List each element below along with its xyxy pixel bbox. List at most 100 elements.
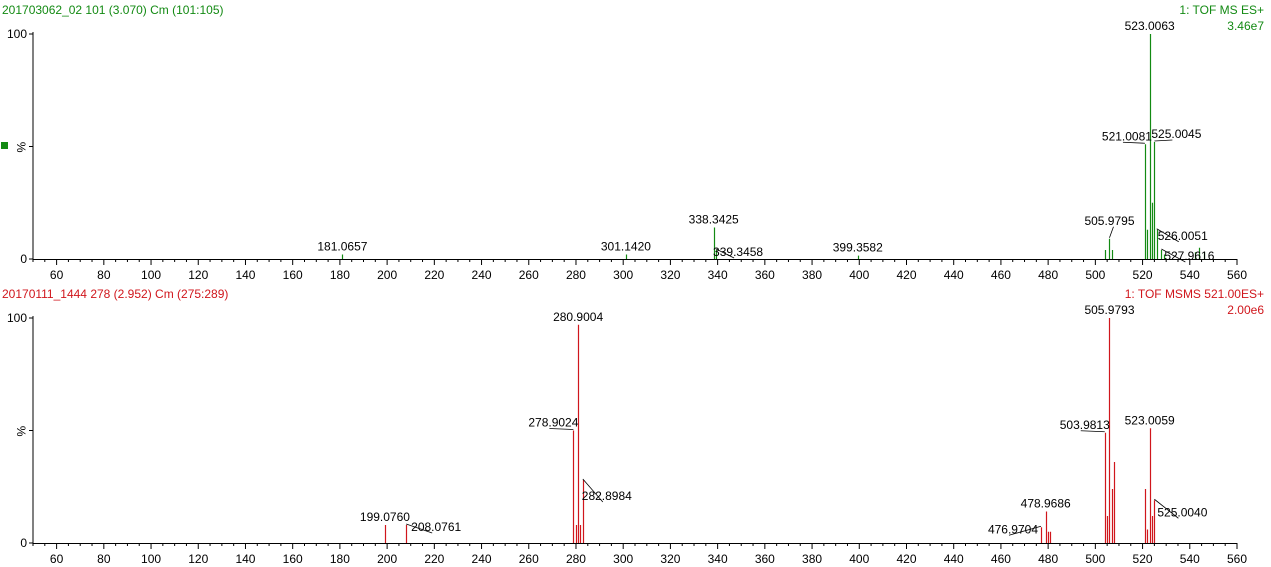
peak-label: 278.9024 bbox=[528, 416, 578, 430]
x-tick-label: 80 bbox=[97, 552, 111, 566]
x-tick-label: 60 bbox=[50, 552, 64, 566]
scan-function-label: 1: TOF MS ES+ bbox=[1179, 3, 1264, 17]
peak-label-leader bbox=[1156, 228, 1179, 243]
x-tick-label: 540 bbox=[1180, 552, 1200, 566]
x-tick-label: 200 bbox=[377, 268, 397, 282]
peak-label: 505.9795 bbox=[1084, 214, 1134, 228]
spectrum-plot-top: 0% 100 60 80 100 120 140 160 180 200 220 240 260 280 3… bbox=[7, 19, 1247, 282]
peak-label-leader bbox=[1154, 498, 1179, 519]
peak-label: 503.9813 bbox=[1060, 418, 1110, 432]
x-tick-label: 300 bbox=[613, 552, 633, 566]
peak-label: 525.0045 bbox=[1151, 127, 1201, 141]
peak-label: 527.9616 bbox=[1164, 249, 1214, 263]
y-tick-label: 0 bbox=[20, 252, 27, 266]
x-tick-label: 260 bbox=[519, 552, 539, 566]
x-tick-label: 100 bbox=[141, 552, 161, 566]
peak-label-leader bbox=[1109, 226, 1114, 238]
x-tick-label: 360 bbox=[755, 268, 775, 282]
x-tick-label: 280 bbox=[566, 268, 586, 282]
max-intensity-label: 3.46e7 bbox=[1227, 19, 1264, 33]
x-tick-label: 420 bbox=[896, 552, 916, 566]
peak-label: 399.3582 bbox=[833, 241, 883, 255]
peak-label: 523.0063 bbox=[1125, 19, 1175, 33]
peak-label: 282.8984 bbox=[582, 489, 632, 503]
peak-label: 521.0081 bbox=[1102, 129, 1152, 143]
peak-label: 181.0657 bbox=[317, 240, 367, 254]
peak-label: 526.0051 bbox=[1158, 229, 1208, 243]
x-tick-label: 560 bbox=[1227, 552, 1247, 566]
x-tick-label: 120 bbox=[188, 552, 208, 566]
x-tick-label: 480 bbox=[1038, 552, 1058, 566]
x-tick-label: 300 bbox=[613, 268, 633, 282]
x-tick-label: 160 bbox=[283, 268, 303, 282]
x-tick-label: 240 bbox=[472, 552, 492, 566]
x-tick-label: 120 bbox=[188, 268, 208, 282]
x-tick-label: 440 bbox=[944, 552, 964, 566]
peak-label-leader bbox=[549, 428, 574, 430]
x-tick-label: 400 bbox=[849, 552, 869, 566]
x-tick-label: 460 bbox=[991, 268, 1011, 282]
x-tick-label: 280 bbox=[566, 552, 586, 566]
x-tick-label: 160 bbox=[283, 552, 303, 566]
peak-label: 525.0040 bbox=[1157, 505, 1207, 519]
x-tick-label: 60 bbox=[50, 268, 64, 282]
x-tick-label: 380 bbox=[802, 268, 822, 282]
spectrum-panel-top: 201703062_02 101 (3.070) Cm (101:105) 1:… bbox=[1, 3, 1264, 282]
x-tick-label: 520 bbox=[1133, 268, 1153, 282]
x-tick-label: 220 bbox=[424, 552, 444, 566]
peak-label-leader bbox=[1122, 141, 1145, 144]
y-tick-label: % bbox=[14, 426, 28, 437]
x-tick-label: 520 bbox=[1133, 552, 1153, 566]
y-tick-label: % bbox=[14, 142, 28, 153]
y-tick-label: 100 bbox=[7, 311, 27, 325]
x-tick-label: 240 bbox=[472, 268, 492, 282]
x-tick-label: 140 bbox=[235, 552, 255, 566]
peak-label-leader bbox=[406, 523, 433, 534]
x-tick-label: 380 bbox=[802, 552, 822, 566]
x-tick-label: 500 bbox=[1085, 552, 1105, 566]
peak-label: 199.0760 bbox=[360, 510, 410, 524]
x-tick-label: 100 bbox=[141, 268, 161, 282]
peak-label-leader bbox=[1154, 139, 1173, 142]
peak-label: 476.9704 bbox=[988, 522, 1038, 536]
x-tick-label: 320 bbox=[660, 268, 680, 282]
x-tick-label: 440 bbox=[944, 268, 964, 282]
peak-label-leader bbox=[582, 478, 604, 503]
x-tick-label: 260 bbox=[519, 268, 539, 282]
selection-marker bbox=[1, 142, 8, 149]
x-tick-label: 500 bbox=[1085, 268, 1105, 282]
x-tick-label: 460 bbox=[991, 552, 1011, 566]
x-tick-label: 180 bbox=[330, 552, 350, 566]
x-tick-label: 340 bbox=[708, 552, 728, 566]
peak-label: 301.1420 bbox=[601, 240, 651, 254]
x-tick-label: 420 bbox=[896, 268, 916, 282]
peak-label: 280.9004 bbox=[553, 310, 603, 324]
x-tick-label: 200 bbox=[377, 552, 397, 566]
x-tick-label: 80 bbox=[97, 268, 111, 282]
x-tick-label: 340 bbox=[708, 268, 728, 282]
x-tick-label: 180 bbox=[330, 268, 350, 282]
scan-function-label: 1: TOF MSMS 521.00ES+ bbox=[1124, 287, 1264, 301]
x-tick-label: 360 bbox=[755, 552, 775, 566]
y-tick-label: 100 bbox=[7, 27, 27, 41]
x-tick-label: 140 bbox=[235, 268, 255, 282]
x-tick-label: 400 bbox=[849, 268, 869, 282]
peak-label: 338.3425 bbox=[689, 213, 739, 227]
spectrum-plot-bottom: 0% 100 60 80 100 120 140 160 180 200 220 240 260 280 3… bbox=[7, 303, 1247, 566]
peak-label-leader bbox=[1161, 248, 1186, 263]
x-tick-label: 540 bbox=[1180, 268, 1200, 282]
peak-label: 208.0761 bbox=[411, 520, 461, 534]
peak-label: 339.3458 bbox=[713, 245, 763, 259]
x-tick-label: 320 bbox=[660, 552, 680, 566]
peak-label-leader bbox=[1008, 525, 1042, 536]
peak-label: 523.0059 bbox=[1125, 413, 1175, 427]
peak-label-leader bbox=[715, 248, 735, 259]
spectrum-panel-bottom: 20170111_1444 278 (2.952) Cm (275:289) 1… bbox=[0, 284, 1271, 567]
x-tick-label: 220 bbox=[424, 268, 444, 282]
x-tick-label: 480 bbox=[1038, 268, 1058, 282]
y-tick-label: 0 bbox=[20, 536, 27, 550]
peak-label-leader bbox=[1080, 430, 1105, 433]
spectrum-title: 20170111_1444 278 (2.952) Cm (275:289) bbox=[2, 287, 229, 301]
peak-label: 478.9686 bbox=[1021, 497, 1071, 511]
x-tick-label: 560 bbox=[1227, 268, 1247, 282]
